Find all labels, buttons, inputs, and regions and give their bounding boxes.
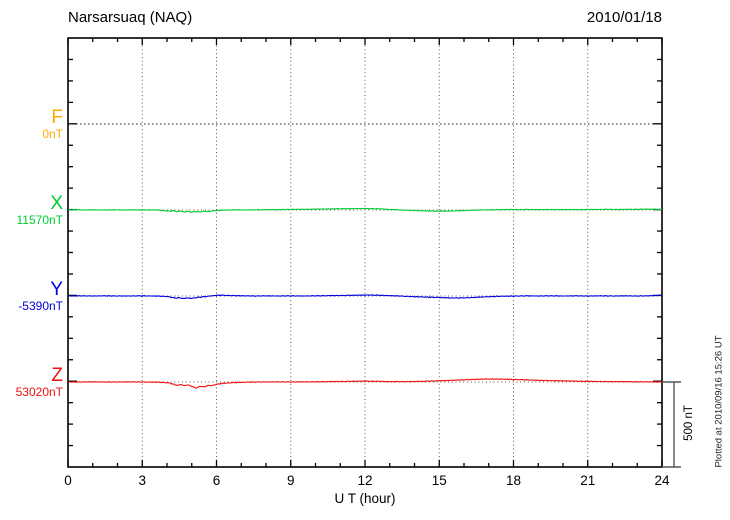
channel-label-y: Y -5390nT [0, 280, 63, 313]
x-tick-label: 3 [138, 473, 146, 488]
channel-letter-z: Z [51, 365, 63, 386]
channel-baseline-z: 53020nT [15, 385, 63, 399]
channel-baseline-y: -5390nT [18, 299, 63, 313]
x-axis-label: U T (hour) [334, 491, 396, 506]
station-title: Narsarsuaq (NAQ) [68, 9, 193, 26]
x-tick-label: 21 [580, 473, 596, 488]
plot-date: 2010/01/18 [586, 9, 662, 26]
channel-baseline-x: 11570nT [16, 213, 63, 227]
channel-label-x: X 11570nT [0, 194, 63, 227]
x-tick-label: 0 [64, 473, 72, 488]
channel-label-z: Z 53020nT [0, 366, 63, 399]
channel-letter-x: X [50, 193, 63, 214]
scale-bar-label: 500 nT [683, 405, 695, 441]
plotted-at-note: Plotted at 2010/09/16 15:26 UT [713, 335, 725, 468]
x-tick-label: 15 [431, 473, 447, 488]
channel-letter-y: Y [50, 279, 63, 300]
channel-baseline-f: 0nT [42, 127, 63, 141]
channel-letter-f: F [51, 107, 63, 128]
x-tick-label: 18 [505, 473, 522, 488]
x-tick-label: 12 [357, 473, 373, 488]
channel-label-f: F 0nT [0, 108, 63, 141]
x-tick-label: 9 [286, 473, 295, 488]
x-tick-label: 24 [654, 473, 670, 488]
x-tick-label: 6 [212, 473, 221, 488]
